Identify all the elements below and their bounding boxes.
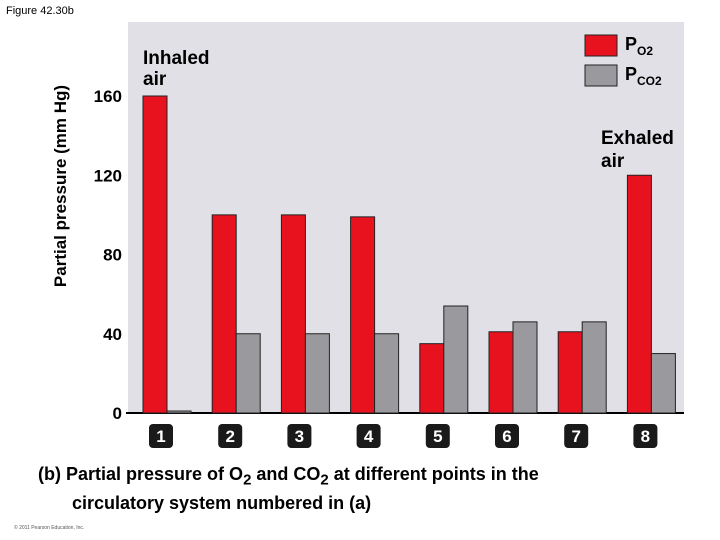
category-marker-2	[218, 424, 243, 448]
bar-pco2-7	[581, 321, 607, 414]
legend-label-pco2: PCO2	[625, 64, 662, 88]
caption-line2: circulatory system numbered in (a)	[72, 492, 372, 513]
category-marker-7	[564, 424, 589, 448]
bar-pco2-2	[235, 333, 261, 414]
bar-pco2-8	[650, 353, 676, 414]
figure-label: Figure 42.30b	[6, 5, 74, 17]
y-tick-label: 120	[94, 166, 122, 185]
bar-po2-3	[280, 214, 306, 414]
exhaled-annotation-line1: Exhaled	[601, 128, 674, 149]
bar-pco2-5	[443, 305, 469, 414]
y-tick-label: 160	[94, 87, 122, 106]
category-marker-8	[633, 424, 658, 448]
bar-pco2-6	[512, 321, 538, 414]
category-marker-3	[287, 424, 312, 448]
copyright-notice: © 2011 Pearson Education, Inc.	[14, 525, 85, 531]
bar-chart: Partial pressure (mm Hg) 0 40 80 120 160 1 2 3…	[51, 22, 684, 448]
category-label-8: 8	[641, 427, 650, 446]
category-markers: 1 2 3 4 5 6 7 8	[149, 424, 658, 448]
bar-po2-6	[488, 331, 514, 414]
legend: PO2 PCO2	[584, 34, 662, 88]
bar-po2-7	[557, 331, 583, 414]
y-tick-label: 80	[103, 246, 122, 265]
category-label-6: 6	[502, 427, 511, 446]
exhaled-annotation-line2: air	[601, 151, 625, 172]
bar-pco2-4	[374, 333, 400, 414]
bar-po2-2	[211, 214, 237, 414]
category-label-5: 5	[433, 427, 442, 446]
bars-group	[142, 95, 676, 414]
bar-pco2-1	[166, 410, 192, 414]
category-label-7: 7	[571, 427, 580, 446]
category-label-3: 3	[295, 427, 304, 446]
legend-swatch-pco2	[584, 64, 618, 87]
y-tick-label: 40	[103, 325, 122, 344]
category-marker-6	[495, 424, 519, 448]
bar-po2-8	[626, 174, 652, 414]
legend-label-po2: PO2	[625, 34, 653, 58]
inhaled-annotation-line2: air	[143, 69, 167, 90]
category-marker-1	[149, 424, 173, 448]
inhaled-annotation-line1: Inhaled	[143, 48, 210, 69]
category-label-1: 1	[156, 427, 165, 446]
figure-caption: (b) Partial pressure of O2 and CO2 at di…	[38, 463, 698, 514]
bar-po2-5	[419, 343, 445, 414]
y-axis-ticks: 0 40 80 120 160	[94, 87, 122, 423]
category-label-2: 2	[225, 427, 234, 446]
legend-swatch-po2	[584, 34, 618, 57]
y-axis-label: Partial pressure (mm Hg)	[51, 85, 70, 287]
category-marker-5	[425, 424, 450, 448]
bar-po2-4	[350, 216, 376, 414]
category-label-4: 4	[364, 427, 374, 446]
annotations: Inhaled air Exhaled air	[143, 48, 674, 172]
y-tick-label: 0	[113, 404, 122, 423]
bar-pco2-3	[304, 333, 330, 414]
category-marker-4	[356, 424, 381, 448]
bar-po2-1	[142, 95, 168, 414]
